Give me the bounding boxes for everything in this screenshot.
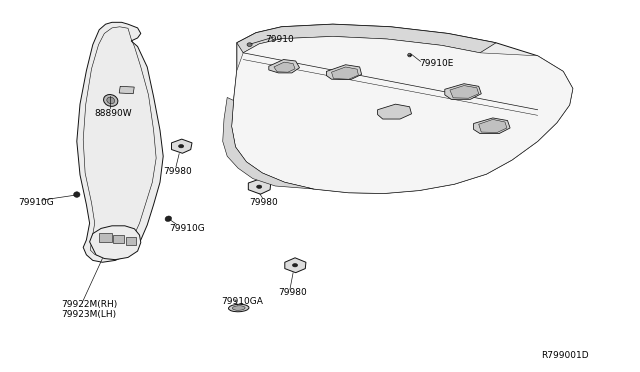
Ellipse shape: [257, 185, 262, 188]
Polygon shape: [99, 233, 112, 242]
Ellipse shape: [104, 94, 118, 106]
Polygon shape: [126, 237, 136, 245]
Text: 79910E: 79910E: [419, 59, 454, 68]
Polygon shape: [90, 226, 141, 260]
Text: 79910GA: 79910GA: [221, 297, 262, 306]
Polygon shape: [445, 84, 481, 99]
Ellipse shape: [247, 43, 252, 46]
Ellipse shape: [292, 263, 298, 267]
Polygon shape: [77, 22, 163, 262]
Text: 79910G: 79910G: [170, 224, 205, 233]
Polygon shape: [274, 62, 295, 72]
Polygon shape: [232, 24, 573, 193]
Text: 79910: 79910: [266, 35, 294, 44]
Text: 79980: 79980: [163, 167, 192, 176]
Polygon shape: [378, 104, 412, 119]
Polygon shape: [248, 179, 271, 194]
Text: 79980: 79980: [278, 288, 307, 296]
Polygon shape: [474, 118, 510, 134]
Polygon shape: [232, 36, 573, 193]
Text: R799001D: R799001D: [541, 351, 588, 360]
Ellipse shape: [232, 306, 245, 310]
Ellipse shape: [74, 192, 80, 197]
Polygon shape: [269, 60, 300, 73]
Ellipse shape: [408, 53, 412, 57]
Ellipse shape: [165, 216, 172, 221]
Text: 79980: 79980: [250, 198, 278, 207]
Text: 88890W: 88890W: [95, 109, 132, 118]
Polygon shape: [172, 139, 192, 153]
Polygon shape: [479, 119, 507, 132]
Polygon shape: [223, 97, 314, 189]
Ellipse shape: [228, 304, 249, 312]
Text: 79910G: 79910G: [18, 198, 54, 207]
Polygon shape: [285, 258, 306, 273]
Polygon shape: [113, 235, 124, 243]
Polygon shape: [326, 65, 362, 80]
Polygon shape: [119, 86, 134, 94]
Ellipse shape: [107, 97, 115, 104]
Polygon shape: [450, 86, 479, 98]
Polygon shape: [237, 24, 496, 53]
Text: 79922M(RH)
79923M(LH): 79922M(RH) 79923M(LH): [61, 300, 117, 319]
Polygon shape: [332, 67, 358, 79]
Ellipse shape: [179, 144, 184, 148]
